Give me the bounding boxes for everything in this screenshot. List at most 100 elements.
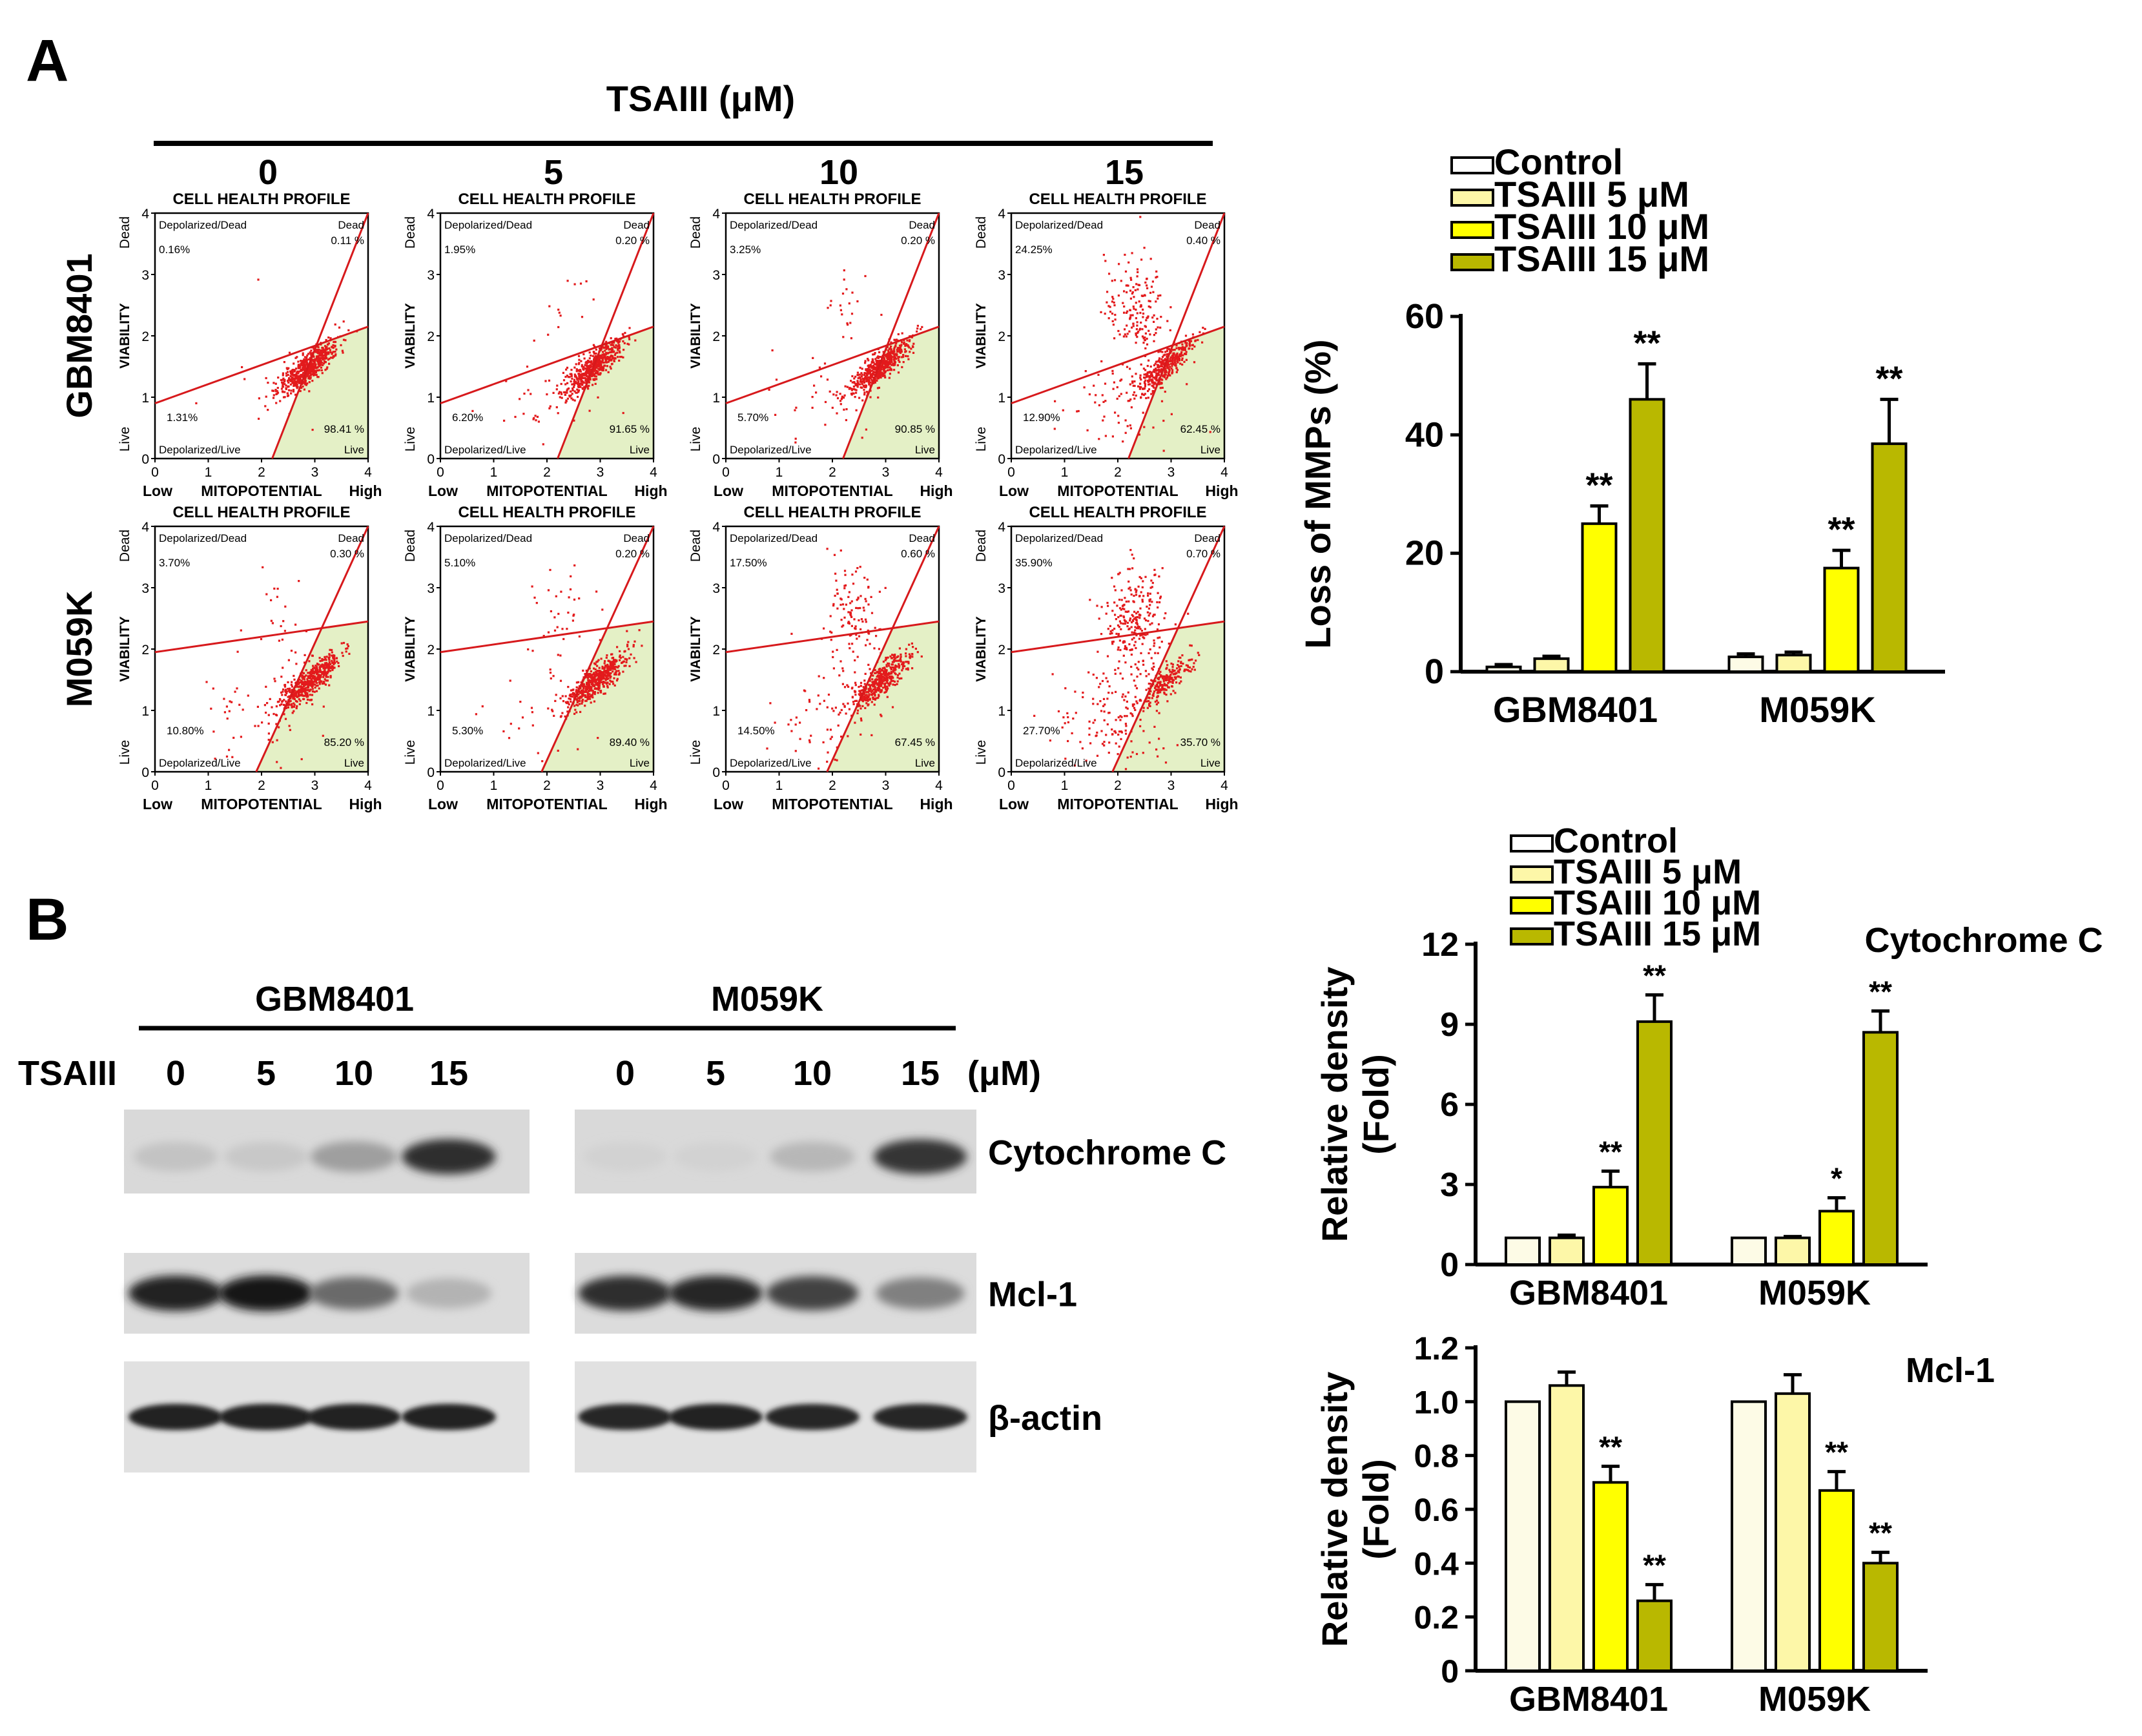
quadrant-label-depol-live: Depolarized/Live [1015,757,1097,769]
bar [1862,1031,1899,1266]
dot-cloud [766,548,923,770]
bar [1592,1186,1629,1266]
quadrant-value-depol-live: 1.31% [167,411,198,424]
legend-label: TSAIII 5 μM [1554,852,1742,891]
x-tick-label: 1 [776,465,783,480]
legend-label: TSAIII 15 μM [1494,238,1709,279]
x-tick-label: 0 [437,465,444,480]
category-label: GBM8401 [1493,689,1658,730]
y-high-label: Dead [403,530,418,562]
live-region [843,326,939,459]
legend-label: TSAIII 10 μM [1554,884,1761,922]
legend-swatch [1450,189,1494,207]
chart-title: Mcl-1 [1906,1351,1995,1390]
bar [1775,654,1812,673]
quadrant-value-live: 67.45 % [895,736,935,749]
blot-band [133,1142,218,1172]
western-header: GBM8401 M059K TSAIII 0 5 10 15 0 5 10 15 (μM) [18,980,1041,1093]
bar [1629,398,1665,673]
plot-title: CELL HEALTH PROFILE [1029,191,1206,208]
x-tick-label: 1 [776,778,783,793]
legend-label: TSAIII 5 μM [1494,174,1689,214]
quadrant-value-dead: 0.70 % [1186,548,1220,560]
y-tick-label: 4 [712,207,720,222]
blot-band [583,1142,667,1172]
x-axis-label: MITOPOTENTIAL [201,796,322,812]
y-low-label: Live [688,427,703,452]
bar [1727,656,1764,673]
y-tick-label: 4 [712,520,720,535]
blot-band [668,1276,763,1311]
category-label: M059K [1759,689,1876,730]
y-axis-label: VIABILITY [688,303,703,369]
y-low-label: Live [118,740,132,765]
x-tick-label: 3 [882,465,890,480]
bar [1581,522,1618,673]
y-tick-label: 40 [1405,415,1444,454]
x-tick-label: 3 [1168,465,1175,480]
bar [1549,1384,1585,1672]
x-tick-label: 0 [151,465,159,480]
y-axis-label: VIABILITY [118,303,132,369]
x-tick-label: 4 [1220,465,1228,480]
legend-label: TSAIII 15 μM [1554,914,1761,953]
plot-title: CELL HEALTH PROFILE [1029,504,1206,521]
legend-label: TSAIII 10 μM [1494,206,1709,247]
blot-band [129,1276,223,1311]
y-tick-label: 4 [141,520,149,535]
quadrant-value-depol-dead: 17.50% [730,557,767,569]
x-tick-label: 4 [364,465,372,480]
quadrant-label-depol-dead: Depolarized/Dead [159,219,247,231]
x-low-label: Low [428,482,458,499]
significance-label: ** [1825,1436,1848,1469]
x-tick-label: 2 [543,465,551,480]
flow-plot: CELL HEALTH PROFILE Depolarized/Dead 1.95%… [403,191,668,499]
blot-band [578,1276,672,1311]
y-tick-label: 1 [712,391,720,406]
quadrant-value-depol-live: 12.90% [1023,411,1060,424]
quadrant-value-dead: 0.11 % [331,234,364,247]
gate-line-horizontal [154,620,369,654]
significance-label: ** [1643,1549,1666,1582]
y-tick-label: 0 [141,452,149,467]
y-tick-label: 60 [1405,297,1444,336]
y-tick-label: 4 [998,520,1005,535]
quadrant-value-live: 90.85 % [895,423,935,435]
quadrant-value-depol-dead: 35.90% [1015,557,1053,569]
dose-header-15: 15 [1105,153,1144,192]
x-high-label: High [634,482,667,499]
y-tick-label: 0 [141,765,149,780]
x-axis-label: MITOPOTENTIAL [1057,482,1178,499]
treatment-title: TSAIII (μM) [606,78,795,119]
y-tick-label: 4 [427,207,435,222]
quadrant-value-dead: 0.20 % [615,548,650,560]
x-tick-label: 2 [543,778,551,793]
y-tick-label: 0 [1440,1246,1459,1284]
live-region [827,621,939,772]
x-tick-label: 4 [650,778,657,793]
x-tick-label: 2 [829,778,836,793]
western-blots: Cytochrome C Mcl-1 β-actin [124,1110,1226,1472]
legend-swatch [1450,221,1494,239]
quadrant-label-depol-live: Depolarized/Live [730,757,812,769]
gate-line-horizontal [725,620,940,654]
y-tick-label: 6 [1440,1086,1459,1124]
blot-band [402,1403,496,1431]
live-region [1128,326,1224,459]
x-axis-label: MITOPOTENTIAL [772,796,892,812]
flow-cytometry-grid: CELL HEALTH PROFILE Depolarized/Dead 0.16%… [118,191,1239,812]
blot-band [873,1403,967,1431]
quadrant-label-live: Live [344,757,364,769]
blot-dose-label: 15 [429,1054,468,1093]
quadrant-value-live: 91.65 % [610,423,650,435]
dose-headers: 0 5 10 15 [258,153,1144,192]
y-tick-label: 4 [998,207,1005,222]
x-low-label: Low [999,796,1029,812]
quadrant-value-dead: 0.60 % [901,548,935,560]
y-tick-label: 9 [1440,1006,1459,1044]
blot-band [309,1277,399,1310]
x-tick-label: 2 [258,465,265,480]
blot-dose-label: 5 [256,1054,276,1093]
bar [1775,1392,1811,1672]
